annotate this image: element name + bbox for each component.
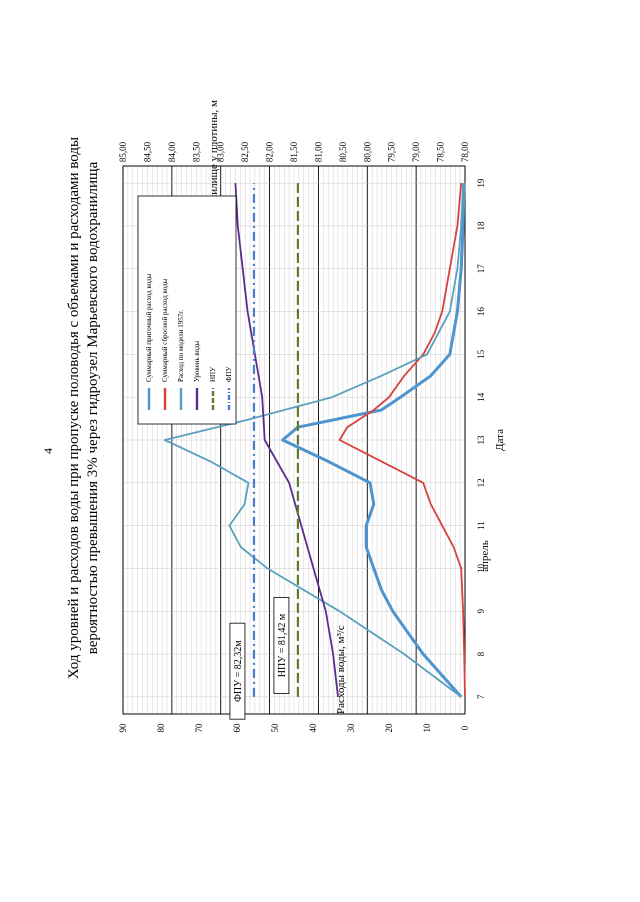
- x-tick-label: 7: [476, 694, 486, 699]
- y-tick-label: 40: [308, 723, 318, 733]
- title-line-1: Ход уровней и расходов воды при пропуске…: [66, 137, 82, 679]
- y-axis-label: Расходы воды, м³/с: [335, 625, 347, 714]
- y2-tick-label: 83,00: [216, 141, 226, 162]
- y-tick-label: 70: [194, 723, 204, 733]
- series-layer: [163, 183, 466, 698]
- x-tick-label: 13: [476, 435, 486, 445]
- legend-label: Суммарный сбросной расход воды: [161, 278, 169, 382]
- x-axis-label: Дата: [494, 429, 506, 451]
- x-month-label: апрель: [479, 540, 491, 572]
- legend-label: ФПУ: [225, 366, 233, 382]
- x-tick-label: 8: [476, 651, 486, 656]
- series-line-Расход-по-модели-1957г.: [163, 183, 464, 698]
- annotation-box: [273, 597, 290, 694]
- y-tick-label: 30: [346, 723, 356, 733]
- y-tick-label: 50: [270, 723, 280, 733]
- annotations: ФПУ = 82,32м НПУ = 81,42 м: [229, 597, 290, 720]
- annotation-box: [229, 622, 246, 720]
- y-tick-label: 60: [232, 723, 242, 733]
- y-tick-label: 0: [460, 725, 470, 730]
- legend-label: Суммарный приточный расход воды: [145, 273, 153, 382]
- tick-labels: 0 10 20 30 40 50 60 70 80 90 78,00 78,50 79,00 79,50 8…: [118, 141, 486, 732]
- x-tick-label: 10: [476, 563, 486, 573]
- x-tick-label: 9: [476, 609, 486, 614]
- y2-tick-label: 84,00: [167, 141, 177, 162]
- y2-tick-label: 82,50: [240, 141, 250, 162]
- legend-label: НПУ: [209, 367, 217, 382]
- title-line-2: вероятностью превышения 3% через гидроуз…: [85, 161, 101, 654]
- y2-tick-label: 83,50: [191, 141, 201, 162]
- x-tick-label: 11: [476, 521, 486, 530]
- legend-label: Уровень воды: [193, 340, 201, 382]
- y2-tick-label: 80,00: [362, 141, 372, 162]
- y2-tick-label: 81,50: [289, 141, 299, 162]
- legend-label: Расход по модели 1957г.: [177, 310, 185, 382]
- y2-tick-label: 78,00: [460, 141, 470, 162]
- y2-tick-label: 85,00: [118, 141, 128, 162]
- y2-tick-label: 80,50: [338, 141, 348, 162]
- y2-tick-label: 82,00: [265, 141, 275, 162]
- x-tick-label: 12: [476, 478, 486, 487]
- plot-frame: [122, 165, 466, 715]
- legend: Суммарный приточный расход воды Суммарный…: [137, 195, 237, 425]
- annotation-label: ФПУ = 82,32м: [233, 640, 244, 702]
- y2-tick-label: 81,00: [313, 141, 323, 162]
- annotation-label: НПУ = 81,42 м: [277, 613, 288, 677]
- y-tick-label: 10: [422, 723, 432, 733]
- x-tick-label: 14: [476, 392, 486, 402]
- series-line-Уровень-воды: [234, 183, 339, 698]
- x-tick-label: 19: [476, 178, 486, 188]
- y2-tick-label: 84,50: [142, 141, 152, 162]
- annotation: НПУ = 81,42 м: [273, 597, 290, 694]
- page-number: 4: [41, 448, 55, 454]
- series-line-Суммарный-приточный-расход-воды: [281, 183, 466, 698]
- y2-tick-label: 79,50: [387, 141, 397, 162]
- x-tick-label: 18: [476, 221, 486, 231]
- annotation: ФПУ = 82,32м: [229, 622, 246, 720]
- y-tick-label: 80: [156, 723, 166, 733]
- x-tick-label: 17: [476, 264, 486, 274]
- x-tick-label: 16: [476, 307, 486, 317]
- y2-tick-label: 79,00: [411, 141, 421, 162]
- x-tick-label: 15: [476, 349, 486, 359]
- y-tick-label: 20: [384, 723, 394, 733]
- y-tick-label: 90: [118, 723, 128, 733]
- y2-tick-label: 78,50: [436, 141, 446, 162]
- legend-box: [137, 195, 237, 425]
- series-line-Суммарный-сбросной-расход-воды: [338, 183, 466, 697]
